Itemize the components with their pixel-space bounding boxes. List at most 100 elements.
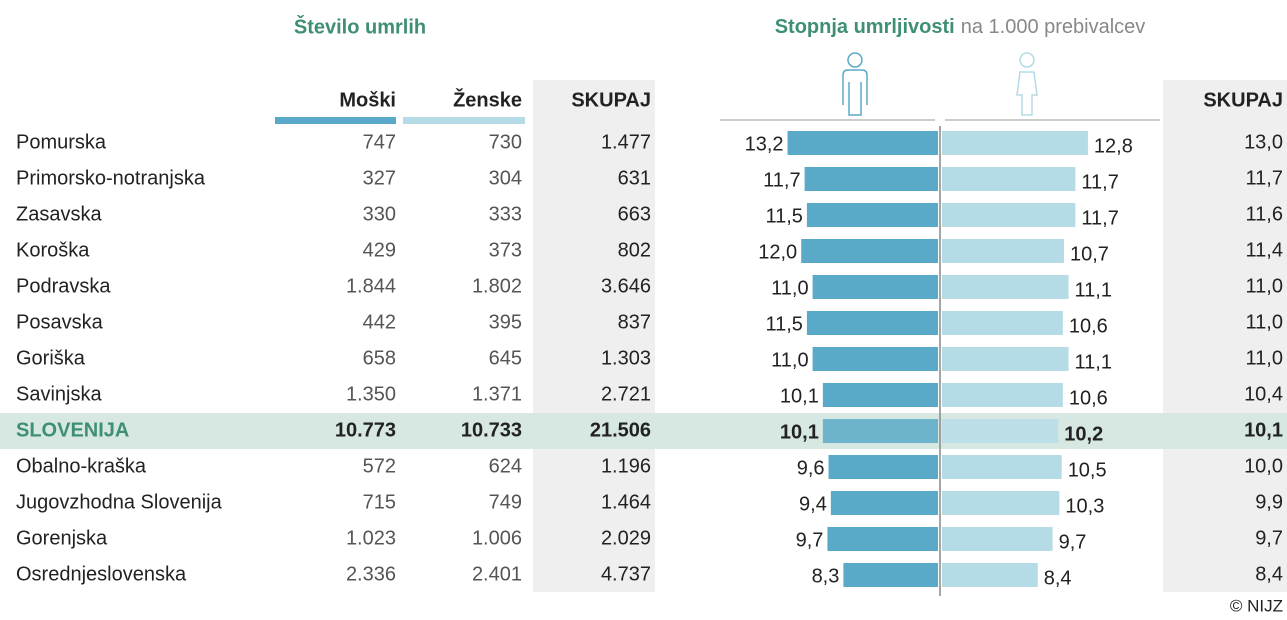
total-count: 2.721 (601, 383, 651, 405)
right-subtitle: na 1.000 prebivalcev (961, 16, 1146, 38)
total-count: 663 (618, 203, 651, 225)
female-bar (942, 491, 1060, 515)
male-rate-label: 8,3 (812, 565, 840, 587)
highlight-band (0, 413, 1287, 449)
column-header: SKUPAJ (1203, 89, 1283, 111)
female-rate-label: 12,8 (1094, 135, 1133, 157)
male-count: 658 (363, 347, 396, 369)
female-count: 645 (489, 347, 522, 369)
female-bar (942, 311, 1063, 335)
female-bar (942, 131, 1088, 155)
female-count: 10.733 (461, 419, 522, 441)
female-count: 749 (489, 491, 522, 513)
female-bar (942, 419, 1059, 443)
male-count: 1.023 (346, 527, 396, 549)
rate-total-column-bg (1163, 80, 1287, 592)
female-count: 395 (489, 311, 522, 333)
female-bar (942, 239, 1064, 263)
total-count: 3.646 (601, 275, 651, 297)
total-rate: 11,0 (1246, 275, 1283, 297)
female-rate-label: 11,7 (1081, 207, 1118, 229)
female-rate-label: 10,5 (1068, 459, 1107, 481)
male-rate-label: 12,0 (758, 241, 797, 263)
region: Gorenjska (16, 527, 108, 549)
female-rate-label: 10,6 (1069, 315, 1108, 337)
female-bar (942, 167, 1076, 191)
female-count: 304 (489, 167, 522, 189)
male-bar (812, 347, 938, 371)
total-count: 4.737 (601, 563, 651, 585)
female-count: 1.371 (472, 383, 522, 405)
female-rate-label: 10,6 (1069, 387, 1108, 409)
total-count: 2.029 (601, 527, 651, 549)
male-rate-label: 9,4 (799, 493, 827, 515)
region: Osrednjeslovenska (16, 563, 187, 585)
right-header: Stopnja umrljivosti na 1.000 prebivalcev (775, 16, 1146, 38)
column-header: SKUPAJ (571, 89, 651, 111)
region: Primorsko-notranjska (16, 167, 206, 189)
region: Zasavska (16, 203, 102, 225)
male-rate-label: 13,2 (745, 133, 784, 155)
female-rate-label: 8,4 (1044, 567, 1072, 589)
male-bar (843, 563, 938, 587)
total-rate: 10,0 (1244, 455, 1283, 477)
total-count: 1.303 (601, 347, 651, 369)
male-bar (828, 455, 938, 479)
male-bar (804, 167, 938, 191)
female-rate-label: 11,7 (1081, 171, 1118, 193)
male-count: 1.844 (346, 275, 396, 297)
total-rate: 11,4 (1246, 239, 1283, 261)
male-rate-label: 11,0 (771, 349, 808, 371)
male-count: 429 (363, 239, 396, 261)
total-rate: 8,4 (1255, 563, 1283, 585)
male-count: 747 (363, 131, 396, 153)
region: Posavska (16, 311, 104, 333)
female-bar (942, 563, 1038, 587)
total-rate: 10,1 (1244, 419, 1283, 441)
male-rate-label: 10,1 (780, 385, 819, 407)
region: Podravska (16, 275, 111, 297)
female-bar (942, 527, 1053, 551)
region: Savinjska (16, 383, 102, 405)
total-count: 1.464 (601, 491, 651, 513)
total-rate: 11,0 (1246, 311, 1283, 333)
male-bar (806, 203, 938, 227)
column-header: Moški (339, 89, 396, 111)
right-title: Stopnja umrljivosti (775, 16, 955, 38)
female-count: 373 (489, 239, 522, 261)
region: Koroška (16, 239, 90, 261)
female-count: 730 (489, 131, 522, 153)
female-bar (942, 275, 1069, 299)
male-rate-label: 9,7 (796, 529, 824, 551)
total-count: 1.196 (601, 455, 651, 477)
male-count: 10.773 (335, 419, 396, 441)
female-count: 1.802 (472, 275, 522, 297)
female-header-bar (403, 117, 525, 124)
female-count: 1.006 (472, 527, 522, 549)
male-bar (822, 383, 938, 407)
female-rate-label: 10,3 (1065, 495, 1104, 517)
total-count: 802 (618, 239, 651, 261)
female-bar (942, 203, 1076, 227)
male-bar (812, 275, 938, 299)
male-rate-label: 11,0 (771, 277, 808, 299)
male-count: 1.350 (346, 383, 396, 405)
female-rate-label: 10,2 (1064, 423, 1103, 445)
female-count: 333 (489, 203, 522, 225)
male-rate-label: 9,6 (797, 457, 825, 479)
column-header: Ženske (453, 87, 522, 111)
female-count: 2.401 (472, 563, 522, 585)
total-count: 1.477 (601, 131, 651, 153)
male-bar (830, 491, 938, 515)
female-bar (942, 347, 1069, 371)
total-count: 837 (618, 311, 651, 333)
male-bar (787, 131, 938, 155)
total-count: 631 (618, 167, 651, 189)
female-rate-label: 9,7 (1059, 531, 1087, 553)
female-rate-label: 11,1 (1075, 351, 1112, 373)
male-count: 715 (363, 491, 396, 513)
male-rate-label: 11,5 (765, 313, 802, 335)
region: Jugovzhodna Slovenija (16, 491, 223, 513)
region: SLOVENIJA (16, 419, 129, 441)
male-header-bar (275, 117, 396, 124)
